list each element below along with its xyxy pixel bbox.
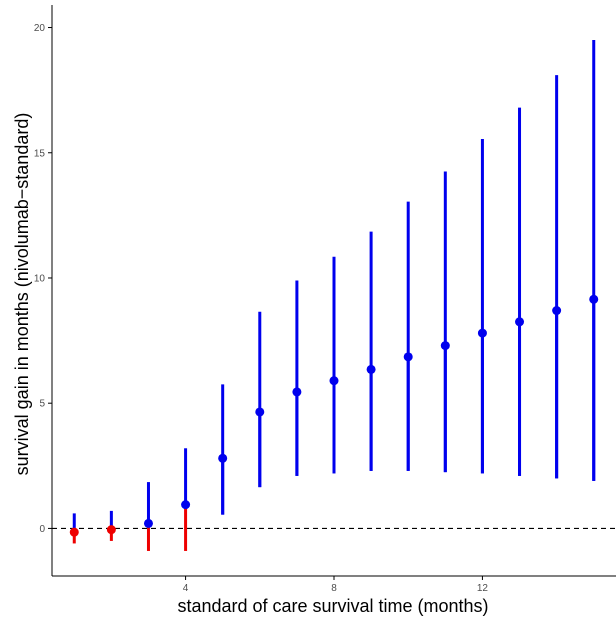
data-point	[255, 407, 265, 417]
data-point	[292, 387, 302, 397]
data-point	[589, 294, 599, 304]
data-point	[477, 328, 487, 338]
x-axis-title: standard of care survival time (months)	[177, 596, 488, 616]
y-axis-ticks: 0 5 10 15 20	[34, 23, 52, 535]
x-axis-ticks: 4 8 12	[183, 576, 489, 594]
data-point	[218, 453, 228, 463]
y-tick-label: 10	[34, 273, 46, 284]
x-tick-label: 4	[183, 583, 189, 594]
y-tick-label: 5	[39, 399, 45, 410]
y-tick-label: 15	[34, 148, 46, 159]
data-point	[181, 500, 191, 510]
data-point	[440, 341, 450, 351]
data-point	[552, 306, 562, 316]
data-point	[329, 376, 339, 386]
data-point	[366, 364, 376, 374]
plot-area	[52, 40, 616, 551]
data-point	[106, 525, 116, 535]
y-axis-title: survival gain in months (nivolumab−stand…	[12, 113, 32, 476]
data-point	[403, 352, 413, 362]
x-tick-label: 8	[331, 583, 337, 594]
y-tick-label: 20	[34, 23, 46, 34]
y-tick-label: 0	[39, 524, 45, 535]
data-point	[143, 518, 153, 528]
data-point	[515, 317, 525, 327]
x-tick-label: 12	[477, 583, 489, 594]
data-point	[69, 527, 79, 537]
